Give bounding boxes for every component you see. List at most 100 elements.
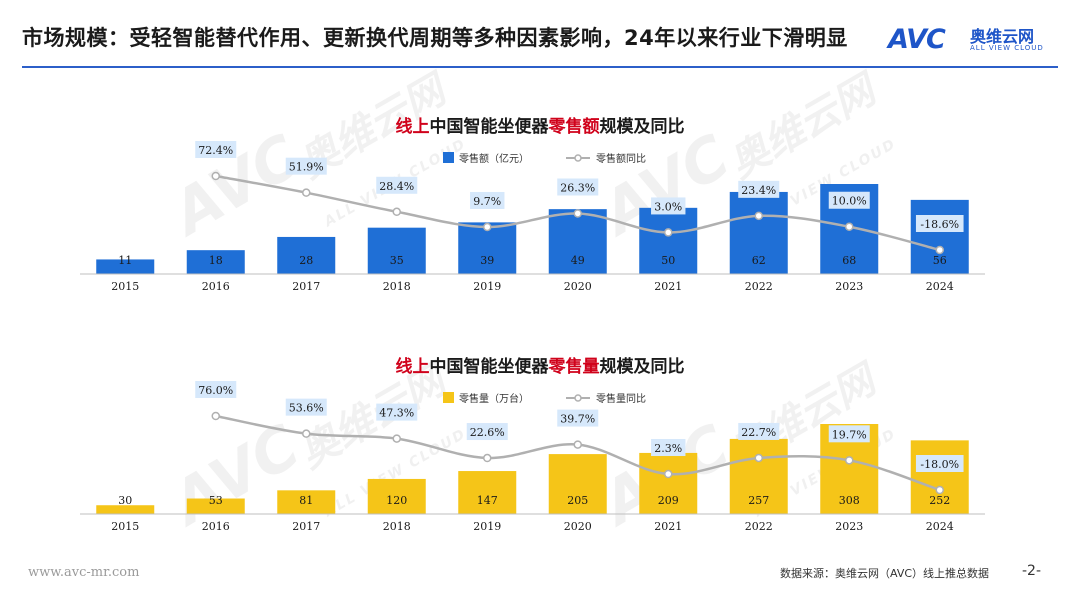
- x-tick-label: 2016: [202, 280, 230, 293]
- yoy-point: [483, 222, 492, 232]
- yoy-label-box: [195, 141, 237, 158]
- x-tick-label: 2017: [292, 280, 320, 293]
- legend-bar-label: 零售量（万台）: [459, 392, 529, 405]
- bar: [186, 498, 245, 514]
- bar: [96, 259, 155, 274]
- yoy-point: [754, 453, 763, 463]
- bar-value-label: 205: [567, 494, 588, 507]
- yoy-point: [392, 434, 401, 443]
- bar-value-label: 39: [480, 254, 494, 267]
- yoy-point: [935, 485, 944, 495]
- bar: [548, 209, 607, 274]
- yoy-label: 2.3%: [654, 442, 682, 455]
- yoy-point: [211, 411, 220, 421]
- bar: [96, 505, 155, 514]
- yoy-point: [302, 429, 311, 438]
- brand-logo-mark: AVC: [888, 24, 946, 55]
- bar: [367, 227, 426, 274]
- yoy-label-box: [195, 381, 237, 398]
- bar: [277, 490, 336, 514]
- x-tick-label: 2016: [202, 520, 230, 533]
- bar: [639, 207, 698, 274]
- yoy-label-box: [376, 176, 418, 194]
- x-tick-label: 2024: [926, 520, 954, 533]
- x-tick-label: 2015: [111, 280, 139, 293]
- x-tick-label: 2020: [564, 520, 592, 533]
- legend-bar-label: 零售额（亿元）: [459, 152, 529, 165]
- bar-value-label: 81: [299, 494, 313, 507]
- yoy-point: [302, 188, 311, 197]
- yoy-label-box: [557, 409, 599, 427]
- x-tick-label: 2023: [835, 280, 863, 293]
- yoy-label: 76.0%: [198, 384, 233, 397]
- bar: [639, 452, 698, 514]
- footer-source: 数据来源：奥维云网（AVC）线上推总数据: [780, 567, 990, 580]
- brand-logo-en: ALL VIEW CLOUD: [970, 44, 1044, 52]
- yoy-label-box: [285, 398, 327, 416]
- slide-title: 市场规模：受轻智能替代作用、更新换代周期等多种因素影响，24年以来行业下滑明显: [22, 26, 848, 50]
- yoy-label: 53.6%: [289, 402, 324, 415]
- yoy-label-box: [470, 191, 505, 209]
- x-tick-label: 2018: [383, 280, 411, 293]
- bar: [548, 454, 607, 514]
- bar-value-label: 68: [842, 254, 856, 267]
- brand-logo-cn: 奥维云网: [970, 27, 1035, 46]
- yoy-label-box: [466, 423, 508, 441]
- bar-value-label: 209: [658, 494, 679, 507]
- yoy-point: [483, 453, 492, 463]
- x-tick-label: 2023: [835, 520, 863, 533]
- bar: [367, 478, 426, 514]
- yoy-point: [845, 456, 854, 465]
- yoy-point: [664, 228, 673, 237]
- yoy-point: [845, 222, 854, 231]
- bar: [729, 438, 788, 514]
- page-number: -2-: [1022, 563, 1042, 579]
- chart-legend: 零售额（亿元） 零售额同比: [443, 152, 646, 165]
- yoy-label-box: [376, 403, 418, 421]
- legend-bar-swatch: [443, 392, 454, 403]
- yoy-label: 19.7%: [832, 428, 867, 441]
- yoy-label-box: [738, 180, 780, 198]
- yoy-point: [392, 207, 401, 217]
- legend-line-marker: [574, 394, 582, 402]
- x-tick-label: 2020: [564, 280, 592, 293]
- yoy-label: 10.0%: [832, 195, 867, 208]
- yoy-point: [573, 209, 582, 218]
- bar-value-label: 50: [661, 254, 675, 267]
- legend-bar-swatch: [443, 152, 454, 163]
- x-tick-label: 2021: [654, 280, 682, 293]
- bar-value-label: 35: [390, 254, 404, 267]
- yoy-label-box: [738, 422, 780, 440]
- bar-value-label: 28: [299, 254, 313, 267]
- legend-line-label: 零售量同比: [596, 392, 646, 405]
- legend-line-label: 零售额同比: [596, 152, 646, 165]
- legend-line-marker: [574, 154, 582, 162]
- x-tick-label: 2018: [383, 520, 411, 533]
- bar: [186, 250, 245, 274]
- yoy-label-box: [915, 455, 964, 472]
- yoy-point: [573, 440, 582, 449]
- bar: [458, 471, 517, 514]
- chart-title: 线上中国智能坐便器零售额规模及同比: [396, 116, 685, 137]
- bar-value-label: 147: [477, 494, 498, 507]
- yoy-label: 28.4%: [379, 180, 414, 193]
- title-divider: [22, 66, 1058, 68]
- yoy-label-box: [651, 439, 686, 457]
- x-tick-label: 2021: [654, 520, 682, 533]
- x-tick-label: 2017: [292, 520, 320, 533]
- yoy-label: 9.7%: [473, 195, 501, 208]
- yoy-label: -18.0%: [920, 458, 959, 471]
- yoy-point: [211, 171, 220, 181]
- x-tick-label: 2019: [473, 280, 501, 293]
- bar-value-label: 120: [386, 494, 407, 507]
- bar: [277, 236, 336, 274]
- bar-value-label: 11: [118, 254, 132, 267]
- bar-value-label: 56: [933, 254, 947, 267]
- yoy-label: 72.4%: [198, 144, 233, 157]
- yoy-label: 47.3%: [379, 407, 414, 420]
- bar: [729, 191, 788, 274]
- x-tick-label: 2019: [473, 520, 501, 533]
- chart-legend: 零售量（万台） 零售量同比: [443, 392, 646, 405]
- yoy-label: 23.4%: [741, 184, 776, 197]
